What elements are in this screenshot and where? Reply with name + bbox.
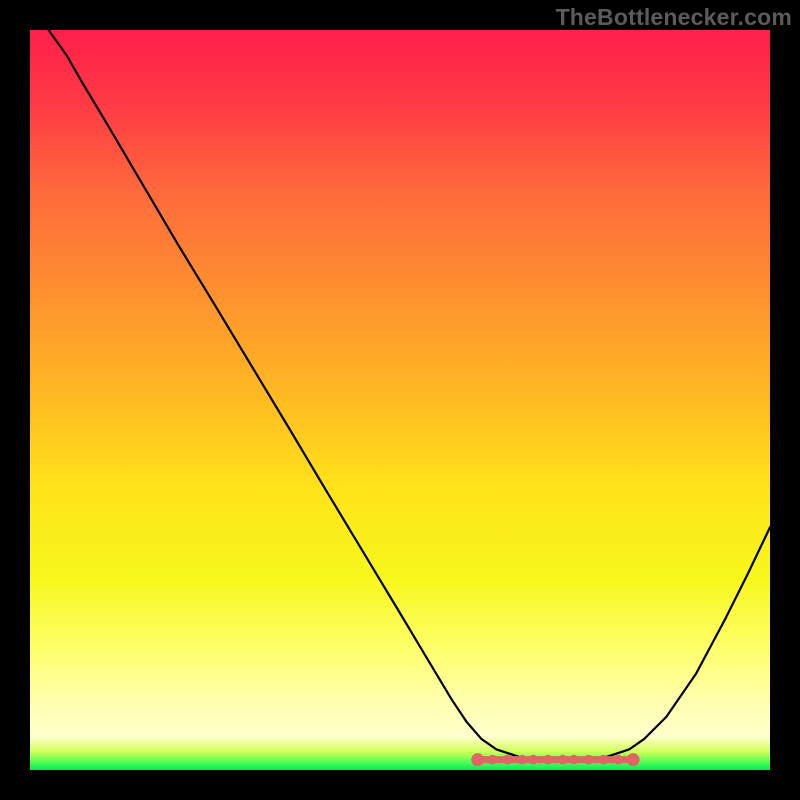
plot-area <box>30 30 770 770</box>
watermark-text: TheBottlenecker.com <box>556 4 792 31</box>
plot-svg <box>30 30 770 770</box>
chart-frame: TheBottlenecker.com <box>0 0 800 800</box>
gradient-background <box>30 30 770 770</box>
